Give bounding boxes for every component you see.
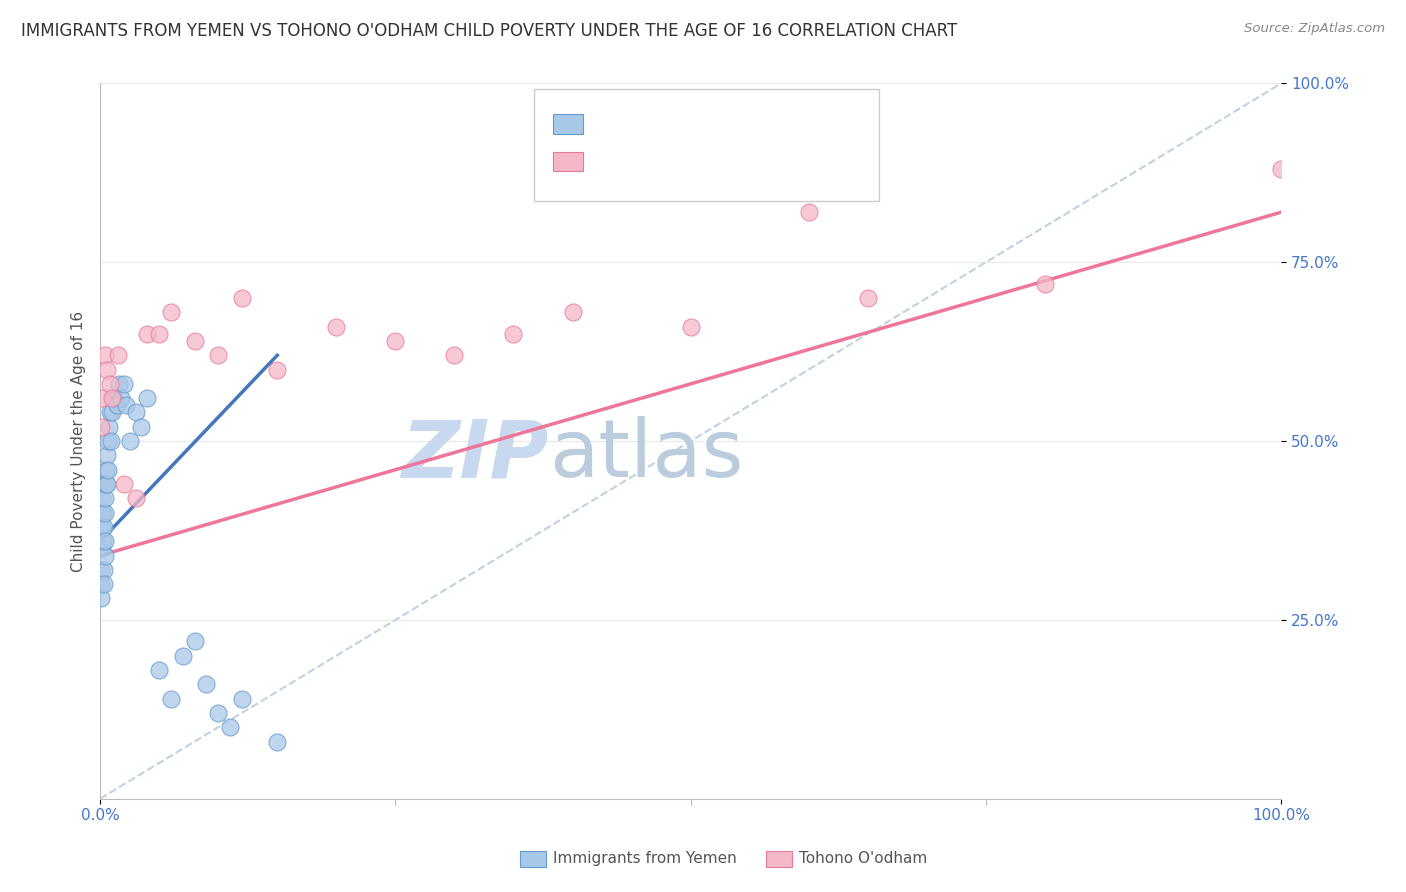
Point [94, 463, 117, 477]
Point [91, 506, 114, 520]
Text: atlas: atlas [548, 417, 744, 494]
Point [266, 362, 288, 376]
Point [160, 305, 183, 319]
Point [384, 334, 406, 348]
Text: Immigrants from Yemen: Immigrants from Yemen [553, 852, 737, 866]
Point [443, 348, 465, 362]
Point [195, 677, 218, 691]
Text: R = 0.506: R = 0.506 [591, 115, 689, 133]
Point [219, 720, 242, 734]
Point [98, 419, 121, 434]
Point [679, 319, 702, 334]
Point [131, 419, 153, 434]
Point [100, 434, 122, 449]
Point [1270, 162, 1292, 177]
Point [93, 534, 115, 549]
Point [110, 391, 132, 405]
Point [231, 691, 253, 706]
Point [107, 348, 129, 362]
Point [148, 663, 170, 677]
Text: Tohono O'odham: Tohono O'odham [799, 852, 927, 866]
Point [124, 491, 146, 506]
Point [93, 577, 115, 591]
Point [797, 205, 820, 219]
Point [94, 506, 117, 520]
Point [103, 391, 125, 405]
Point [856, 291, 879, 305]
Point [207, 348, 229, 362]
Point [93, 520, 115, 534]
Point [325, 319, 347, 334]
Point [183, 334, 205, 348]
Point [561, 305, 583, 319]
Point [90, 577, 112, 591]
Point [148, 326, 170, 341]
Point [90, 563, 112, 577]
Point [108, 376, 131, 391]
Point [90, 520, 112, 534]
Text: IMMIGRANTS FROM YEMEN VS TOHONO O'ODHAM CHILD POVERTY UNDER THE AGE OF 16 CORREL: IMMIGRANTS FROM YEMEN VS TOHONO O'ODHAM … [21, 22, 957, 40]
Point [91, 391, 114, 405]
Point [91, 506, 114, 520]
Point [101, 405, 124, 419]
Point [93, 549, 115, 563]
Point [118, 434, 141, 449]
Point [90, 591, 112, 606]
Text: N = 26: N = 26 [745, 153, 813, 170]
Point [266, 734, 288, 748]
Point [105, 398, 128, 412]
Point [98, 376, 121, 391]
Point [112, 376, 135, 391]
Point [96, 449, 118, 463]
Point [96, 362, 118, 376]
Point [90, 419, 112, 434]
Point [90, 541, 112, 556]
Point [183, 634, 205, 648]
Y-axis label: Child Poverty Under the Age of 16: Child Poverty Under the Age of 16 [72, 310, 86, 572]
Point [93, 563, 115, 577]
Text: N = 47: N = 47 [745, 115, 813, 133]
Text: R = 0.687: R = 0.687 [591, 153, 689, 170]
Text: ZIP: ZIP [402, 417, 548, 494]
Point [94, 477, 117, 491]
Point [97, 463, 120, 477]
Point [160, 691, 183, 706]
Point [1033, 277, 1056, 291]
Point [136, 326, 159, 341]
Point [98, 405, 121, 419]
Point [91, 491, 114, 506]
Point [124, 405, 146, 419]
Point [112, 477, 135, 491]
Point [91, 477, 114, 491]
Point [96, 477, 118, 491]
Text: Source: ZipAtlas.com: Source: ZipAtlas.com [1244, 22, 1385, 36]
Point [136, 391, 159, 405]
Point [207, 706, 229, 720]
Point [115, 398, 138, 412]
Point [97, 434, 120, 449]
Point [172, 648, 194, 663]
Point [231, 291, 253, 305]
Point [101, 391, 124, 405]
Point [101, 391, 124, 405]
Point [502, 326, 524, 341]
Point [94, 348, 117, 362]
Point [94, 534, 117, 549]
Point [94, 491, 117, 506]
